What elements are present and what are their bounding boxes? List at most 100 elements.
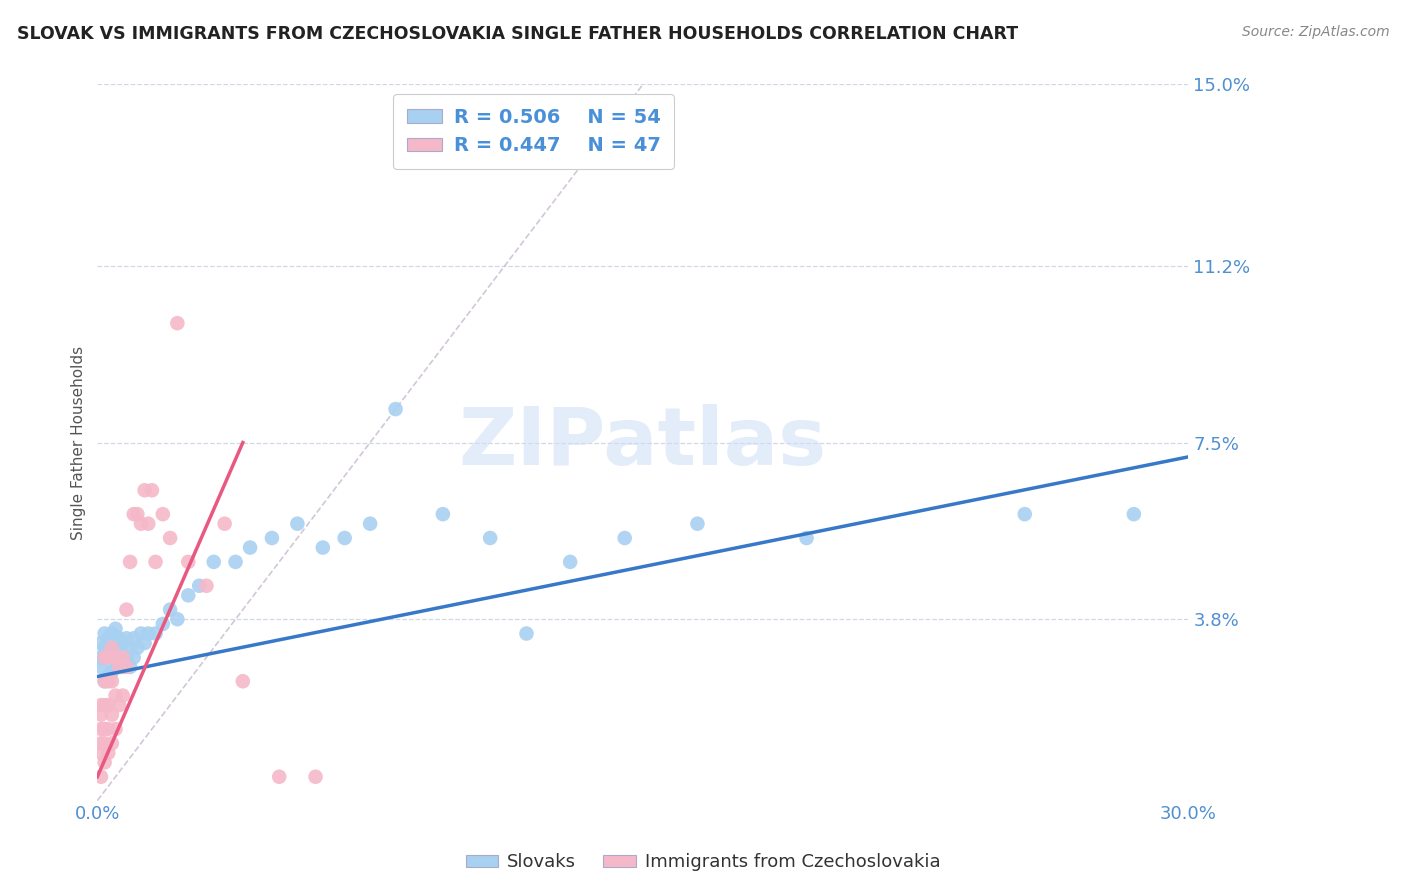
Point bbox=[93, 650, 115, 665]
Point bbox=[432, 507, 454, 521]
Point bbox=[134, 483, 156, 498]
Point bbox=[159, 602, 181, 616]
Point bbox=[166, 316, 188, 330]
Point bbox=[560, 555, 582, 569]
Legend: R = 0.506    N = 54, R = 0.447    N = 47: R = 0.506 N = 54, R = 0.447 N = 47 bbox=[394, 95, 673, 169]
Point bbox=[97, 746, 120, 760]
Point bbox=[101, 674, 124, 689]
Point bbox=[159, 531, 181, 545]
Point bbox=[104, 640, 127, 655]
Point bbox=[129, 626, 152, 640]
Point bbox=[188, 579, 211, 593]
Point bbox=[90, 707, 112, 722]
Text: SLOVAK VS IMMIGRANTS FROM CZECHOSLOVAKIA SINGLE FATHER HOUSEHOLDS CORRELATION CH: SLOVAK VS IMMIGRANTS FROM CZECHOSLOVAKIA… bbox=[17, 25, 1018, 43]
Point bbox=[104, 722, 127, 736]
Point bbox=[120, 555, 142, 569]
Point bbox=[97, 632, 120, 646]
Point bbox=[104, 689, 127, 703]
Y-axis label: Single Father Households: Single Father Households bbox=[72, 345, 86, 540]
Point bbox=[686, 516, 709, 531]
Point bbox=[202, 555, 225, 569]
Point bbox=[115, 632, 138, 646]
Point bbox=[479, 531, 502, 545]
Point bbox=[287, 516, 309, 531]
Point bbox=[384, 402, 406, 417]
Point bbox=[93, 736, 115, 750]
Point bbox=[104, 622, 127, 636]
Point bbox=[166, 612, 188, 626]
Point bbox=[108, 632, 131, 646]
Point bbox=[1122, 507, 1144, 521]
Point bbox=[225, 555, 247, 569]
Point bbox=[90, 650, 112, 665]
Point bbox=[93, 674, 115, 689]
Point bbox=[115, 602, 138, 616]
Point bbox=[93, 674, 115, 689]
Point bbox=[108, 660, 131, 674]
Point bbox=[101, 707, 124, 722]
Point bbox=[232, 674, 254, 689]
Point bbox=[115, 650, 138, 665]
Point bbox=[145, 626, 167, 640]
Point bbox=[93, 698, 115, 713]
Point bbox=[101, 626, 124, 640]
Point bbox=[90, 636, 112, 650]
Point bbox=[120, 640, 142, 655]
Point bbox=[93, 626, 115, 640]
Point bbox=[108, 698, 131, 713]
Point bbox=[141, 483, 163, 498]
Point bbox=[122, 650, 145, 665]
Point bbox=[108, 650, 131, 665]
Point bbox=[101, 665, 124, 679]
Point bbox=[104, 650, 127, 665]
Point bbox=[260, 531, 283, 545]
Point bbox=[145, 555, 167, 569]
Point bbox=[152, 507, 174, 521]
Point bbox=[111, 689, 134, 703]
Point bbox=[101, 640, 124, 655]
Point bbox=[111, 636, 134, 650]
Legend: Slovaks, Immigrants from Czechoslovakia: Slovaks, Immigrants from Czechoslovakia bbox=[458, 847, 948, 879]
Point bbox=[269, 770, 291, 784]
Point bbox=[97, 698, 120, 713]
Point bbox=[129, 516, 152, 531]
Point bbox=[796, 531, 818, 545]
Point bbox=[90, 698, 112, 713]
Point bbox=[101, 646, 124, 660]
Point bbox=[115, 660, 138, 674]
Point bbox=[122, 507, 145, 521]
Point bbox=[515, 626, 537, 640]
Point bbox=[613, 531, 636, 545]
Point bbox=[127, 640, 149, 655]
Point bbox=[111, 650, 134, 665]
Point bbox=[239, 541, 262, 555]
Point bbox=[97, 650, 120, 665]
Point bbox=[93, 722, 115, 736]
Point bbox=[304, 770, 326, 784]
Point bbox=[136, 626, 159, 640]
Point bbox=[93, 640, 115, 655]
Point bbox=[333, 531, 356, 545]
Point bbox=[90, 736, 112, 750]
Point bbox=[90, 660, 112, 674]
Point bbox=[134, 636, 156, 650]
Point bbox=[93, 650, 115, 665]
Point bbox=[152, 617, 174, 632]
Point bbox=[90, 722, 112, 736]
Point bbox=[101, 736, 124, 750]
Point bbox=[177, 555, 200, 569]
Point bbox=[93, 756, 115, 770]
Point bbox=[90, 746, 112, 760]
Point bbox=[127, 507, 149, 521]
Point bbox=[214, 516, 236, 531]
Point bbox=[97, 669, 120, 683]
Text: ZIPatlas: ZIPatlas bbox=[458, 403, 827, 482]
Point bbox=[97, 674, 120, 689]
Point bbox=[90, 770, 112, 784]
Text: Source: ZipAtlas.com: Source: ZipAtlas.com bbox=[1241, 25, 1389, 39]
Point bbox=[136, 516, 159, 531]
Point bbox=[359, 516, 381, 531]
Point bbox=[111, 660, 134, 674]
Point bbox=[177, 588, 200, 602]
Point bbox=[104, 660, 127, 674]
